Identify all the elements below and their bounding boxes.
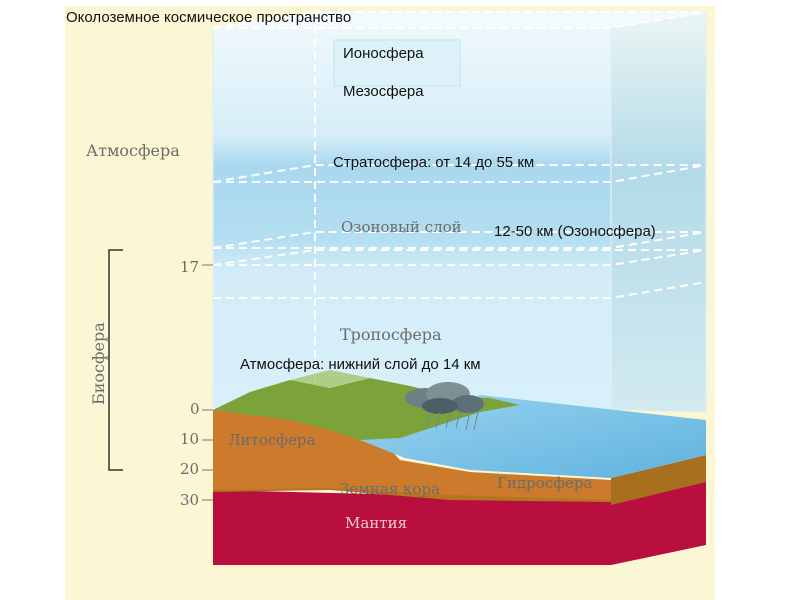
- earth-crust-label: Земная кора: [340, 480, 440, 498]
- scale-mark-10: 10: [180, 430, 199, 448]
- sky-side-face: [611, 12, 706, 412]
- biosphere-label: Биосфера: [89, 322, 108, 405]
- lower-atmosphere-label: Атмосфера: нижний слой до 14 км: [240, 356, 481, 373]
- scale-mark-30: 30: [180, 491, 199, 509]
- page-title: Околоземное космическое пространство: [66, 9, 351, 26]
- atmosphere-label: Атмосфера: [86, 141, 180, 160]
- sky-front-face: [213, 28, 611, 410]
- lithosphere-layer: [213, 410, 611, 500]
- troposphere-label: Тропосфера: [340, 325, 442, 344]
- mantle-label: Мантия: [345, 514, 407, 532]
- ionosphere-box: [333, 39, 461, 87]
- scale-ticks: [202, 264, 213, 501]
- crust-side-face: [611, 455, 706, 505]
- hydrosphere-label: Гидросфера: [497, 474, 592, 492]
- ozone-layer-label: Озоновый слой: [341, 218, 462, 236]
- scale-mark-17: 17: [180, 258, 199, 276]
- scale-mark-0: 0: [190, 400, 200, 418]
- lithosphere-label: Литосфера: [228, 431, 315, 449]
- mesosphere-label: Мезосфера: [343, 83, 424, 100]
- ionosphere-label: Ионосфера: [343, 45, 424, 62]
- rain-cloud-icon: [405, 382, 484, 431]
- land-surface: [213, 378, 520, 440]
- biosphere-bracket: [108, 249, 123, 471]
- stratosphere-label: Стратосфера: от 14 до 55 км: [333, 154, 534, 171]
- ozonosphere-label: 12-50 км (Озоносфера): [494, 223, 656, 240]
- sky-top-face: [213, 12, 706, 28]
- scale-mark-20: 20: [180, 460, 199, 478]
